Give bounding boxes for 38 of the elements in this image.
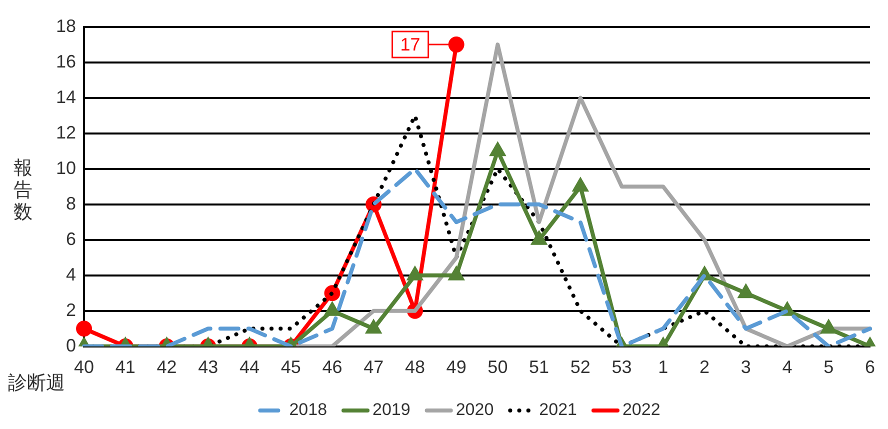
legend-label: 2020 <box>456 400 494 420</box>
y-tick-label: 2 <box>66 300 76 320</box>
x-tick-label: 48 <box>404 357 425 378</box>
x-axis-title: 診断週 <box>8 372 65 396</box>
y-axis-title: 報告数 <box>12 158 34 224</box>
x-tick-label: 51 <box>529 357 550 378</box>
y-tick-label: 4 <box>66 264 76 284</box>
x-tick-label: 5 <box>824 357 834 378</box>
x-tick-label: 43 <box>198 357 218 378</box>
x-tick-label: 40 <box>74 357 94 378</box>
x-tick-label: 41 <box>115 357 136 378</box>
x-tick-label: 1 <box>658 357 668 378</box>
x-tick-label: 2 <box>700 357 710 378</box>
legend-label: 2019 <box>372 400 410 420</box>
legend-label: 2018 <box>289 400 328 420</box>
x-tick-label: 44 <box>239 357 260 378</box>
y-tick-label: 14 <box>56 86 76 107</box>
x-tick-label: 47 <box>364 357 384 378</box>
y-tick-label: 8 <box>66 193 76 214</box>
x-tick-label: 3 <box>740 357 751 378</box>
x-tick-label: 53 <box>612 357 632 378</box>
x-tick-label: 4 <box>782 357 792 378</box>
x-tick-label: 52 <box>570 357 590 378</box>
x-tick-label: 50 <box>488 357 508 378</box>
legend-label: 2021 <box>539 400 577 420</box>
y-tick-label: 6 <box>66 228 76 249</box>
legend-label: 2022 <box>622 400 660 420</box>
y-tick-label: 16 <box>56 51 76 72</box>
y-tick-label: 0 <box>66 335 76 356</box>
x-tick-label: 42 <box>156 357 177 378</box>
x-tick-label: 45 <box>280 357 301 378</box>
annotation: 17 <box>400 34 420 55</box>
y-tick-label: 18 <box>56 16 76 36</box>
x-tick-label: 6 <box>864 357 876 378</box>
x-tick-label: 49 <box>446 357 466 378</box>
x-tick-label: 46 <box>322 357 342 378</box>
y-tick-label: 10 <box>56 158 76 178</box>
y-tick-label: 12 <box>56 122 76 142</box>
